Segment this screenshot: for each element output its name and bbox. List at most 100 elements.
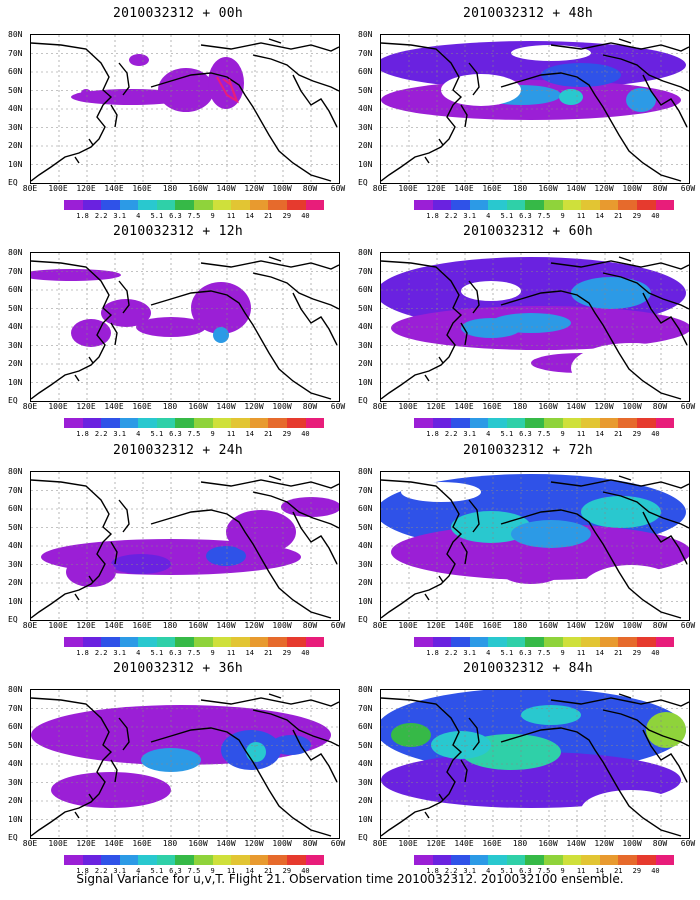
colorbar-swatch xyxy=(194,200,213,210)
colorbar-label: 7.5 xyxy=(537,212,551,220)
colorbar-swatch xyxy=(414,418,433,428)
colorbar-swatch xyxy=(525,637,545,647)
colorbar-label: 1.8 xyxy=(426,430,439,438)
colorbar-label: 6.3 xyxy=(169,212,182,220)
longitude-label: 80E xyxy=(22,402,38,411)
variance-map xyxy=(380,471,690,621)
latitude-label: 50N xyxy=(358,740,373,750)
colorbar-label: 40 xyxy=(651,212,660,220)
colorbar-swatch xyxy=(618,855,637,865)
lat-lon-gridlines xyxy=(381,35,689,183)
longitude-label: 80W xyxy=(302,402,318,411)
low-variance-gap xyxy=(401,482,481,502)
panel-title: 2010032312 + 72h xyxy=(462,443,594,458)
colorbar-swatch xyxy=(525,200,545,210)
colorbar-swatch xyxy=(194,418,213,428)
colorbar-label: 1.8 xyxy=(76,430,89,438)
coastline-outline xyxy=(31,38,339,182)
colorbar-swatch xyxy=(506,418,526,428)
colorbar-swatch xyxy=(212,200,232,210)
colorbar-label: 6.3 xyxy=(519,212,532,220)
coastline-outline xyxy=(381,693,689,837)
longitude-label: 100E xyxy=(398,184,418,193)
variance-contours xyxy=(71,54,244,112)
colorbar-swatch xyxy=(432,418,452,428)
longitude-label: 160W xyxy=(188,184,208,193)
colorbar-swatch xyxy=(268,418,287,428)
latitude-label: EQ xyxy=(8,615,18,624)
colorbar xyxy=(414,637,675,647)
colorbar-swatch xyxy=(506,637,526,647)
longitude-label: 120E xyxy=(426,621,446,630)
low-variance-gap xyxy=(461,281,521,301)
latitude-label: 70N xyxy=(8,48,23,58)
colorbar-label: 2.2 xyxy=(444,649,458,657)
longitude-label: 160E xyxy=(132,839,152,848)
latitude-label: 60N xyxy=(8,722,23,731)
colorbar-label: 3.1 xyxy=(113,212,127,220)
colorbar-label: 9 xyxy=(210,867,215,875)
colorbar-swatch xyxy=(231,637,250,647)
colorbar-swatch xyxy=(488,200,507,210)
colorbar-swatch xyxy=(544,855,563,865)
latitude-label: 70N xyxy=(358,703,373,713)
colorbar-label: 21 xyxy=(614,649,623,657)
longitude-label: 80W xyxy=(652,402,668,411)
colorbar-swatch xyxy=(655,855,675,865)
latitude-label: 10N xyxy=(358,596,373,606)
colorbar-label: 9 xyxy=(210,212,215,220)
colorbar-swatch xyxy=(268,855,287,865)
colorbar-label: 3.1 xyxy=(113,649,127,657)
variance-contour-region xyxy=(71,319,111,347)
longitude-label: 120W xyxy=(244,839,264,848)
variance-contours xyxy=(41,497,339,587)
lat-lon-gridlines xyxy=(31,690,339,838)
low-variance-gap xyxy=(511,45,591,61)
colorbar-swatch xyxy=(156,200,176,210)
latitude-label: 30N xyxy=(358,340,373,350)
colorbar-label: 14 xyxy=(595,867,604,875)
colorbar-label: 2.2 xyxy=(94,867,108,875)
latitude-label: 70N xyxy=(358,48,373,58)
colorbar-swatch xyxy=(636,855,656,865)
colorbar-label: 40 xyxy=(301,212,310,220)
longitude-label: 160W xyxy=(538,184,558,193)
colorbar-swatch xyxy=(636,637,656,647)
colorbar-swatch xyxy=(119,418,139,428)
colorbar-swatch xyxy=(655,637,675,647)
longitude-label: 120W xyxy=(594,402,614,411)
latitude-label: 80N xyxy=(8,248,23,257)
colorbar-label: 5.1 xyxy=(500,430,514,438)
variance-map xyxy=(380,34,690,184)
latitude-label: 40N xyxy=(8,759,23,768)
colorbar-label: 3.1 xyxy=(113,867,127,875)
colorbar-swatch xyxy=(212,855,232,865)
latitude-label: 40N xyxy=(358,541,373,550)
colorbar-swatch xyxy=(655,200,675,210)
latitude-label: 60N xyxy=(8,67,23,76)
colorbar-label: 6.3 xyxy=(169,430,182,438)
colorbar-label: 9 xyxy=(560,212,565,220)
colorbar-swatch xyxy=(286,200,306,210)
coastline-outline xyxy=(381,475,689,619)
colorbar-label: 3.1 xyxy=(463,212,477,220)
colorbar-swatch xyxy=(469,200,489,210)
latitude-label: 30N xyxy=(8,777,23,787)
variance-contour-region xyxy=(646,712,686,748)
variance-contour-region xyxy=(281,497,339,517)
colorbar-label: 4 xyxy=(136,430,141,438)
longitude-label: 160E xyxy=(482,184,502,193)
variance-map xyxy=(30,252,340,402)
longitude-label: 80W xyxy=(652,621,668,630)
colorbar-label: 2.2 xyxy=(444,212,458,220)
latitude-label: 40N xyxy=(8,104,23,113)
longitude-label: 100E xyxy=(48,839,68,848)
colorbar-swatch xyxy=(581,855,600,865)
longitude-label: 80W xyxy=(302,184,318,193)
colorbar-label: 1.8 xyxy=(76,649,89,657)
longitude-label: 120E xyxy=(76,184,96,193)
colorbar-label: 7.5 xyxy=(187,649,201,657)
longitude-label: 100W xyxy=(622,839,642,848)
colorbar-label: 4 xyxy=(486,867,491,875)
variance-map xyxy=(380,252,690,402)
